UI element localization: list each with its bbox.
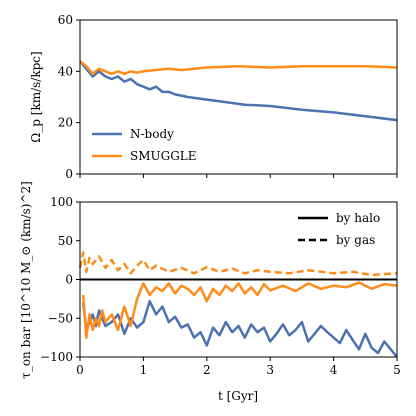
torque-xtick-label: 3 — [266, 363, 274, 377]
torque-ytick-label: 0 — [65, 273, 73, 287]
omega-ytick-label: 60 — [58, 13, 73, 27]
torque-xtick-label: 0 — [76, 363, 84, 377]
omega-ytick-label: 20 — [58, 116, 73, 130]
torque-series-line-2 — [78, 251, 398, 277]
omega-legend: N-body SMUGGLE — [92, 127, 197, 163]
legend-label-smuggle: SMUGGLE — [130, 149, 197, 163]
torque-ylabel: τ_on bar [10^10 M_⊙ (km/s)^2] — [19, 181, 33, 379]
legend-label-nbody: N-body — [130, 127, 174, 141]
torque-ytick-label: −100 — [40, 350, 73, 364]
time-xlabel: t [Gyr] — [218, 389, 258, 403]
torque-xtick-label: 5 — [393, 363, 401, 377]
omega-panel: 0 20 40 60 Ω_p [km/s/kpc] N-body SMUGGLE — [29, 13, 398, 181]
torque-ytick-label: 100 — [50, 195, 73, 209]
torque-series-line-0 — [81, 299, 398, 358]
omega-plot-area — [80, 20, 397, 174]
torque-xtick-label: 1 — [140, 363, 148, 377]
torque-series-line-1 — [81, 281, 398, 339]
omega-axes-frame — [79, 19, 398, 175]
torque-series-group — [78, 251, 398, 358]
omega-series-group — [79, 60, 398, 122]
omega-ytick-label: 0 — [65, 167, 73, 181]
torque-ytick-label: 50 — [58, 234, 73, 248]
omega-ticks: 0 20 40 60 — [58, 13, 398, 181]
torque-xtick-label: 2 — [203, 363, 211, 377]
torque-ticks: 0 1 2 3 4 5 −100 −50 0 50 100 — [40, 195, 401, 377]
legend-label-gas: by gas — [336, 233, 375, 247]
legend-label-halo: by halo — [336, 211, 380, 225]
torque-ytick-label: −50 — [48, 311, 73, 325]
omega-series-line-0 — [79, 60, 398, 122]
torque-legend: by halo by gas — [298, 211, 380, 247]
torque-panel: 0 1 2 3 4 5 −100 −50 0 50 100 τ_on bar [10^10 M_⊙ … — [19, 181, 401, 403]
omega-ytick-label: 40 — [58, 64, 73, 78]
omega-series-line-1 — [79, 60, 398, 76]
omega-ylabel: Ω_p [km/s/kpc] — [29, 51, 43, 142]
torque-xtick-label: 4 — [330, 363, 338, 377]
